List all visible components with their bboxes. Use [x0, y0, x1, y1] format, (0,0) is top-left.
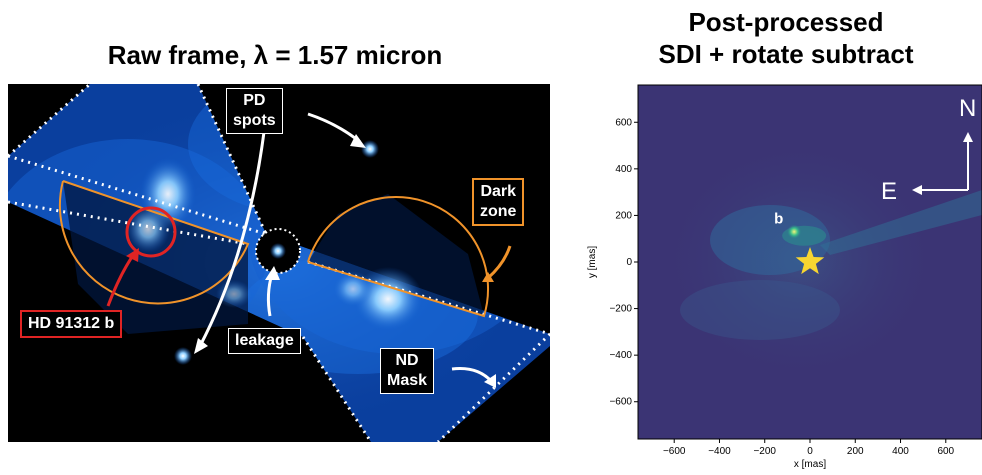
- leakage-spot: [270, 243, 286, 259]
- dark-zone-outline-left: [58, 180, 250, 305]
- y-tick-label: 0: [626, 257, 632, 268]
- left-panel-title: Raw frame, λ = 1.57 micron: [107, 40, 443, 70]
- pd-spot-upper: [361, 140, 379, 158]
- y-tick-label: 200: [615, 210, 632, 221]
- x-tick-label: 0: [807, 446, 813, 457]
- raw-frame-image: [8, 84, 550, 442]
- companion-label: b: [774, 211, 783, 228]
- right-title-line-1: Post-processed: [688, 7, 884, 37]
- y-tick-label: −200: [609, 304, 632, 315]
- x-tick-label: −600: [663, 446, 686, 457]
- star-marker: [795, 247, 825, 275]
- label-dark-zone-line1: Dark: [480, 183, 517, 200]
- diffraction-streak: [820, 190, 982, 255]
- pd-arrow-long: [198, 131, 266, 347]
- dark-zone-arrow: [487, 245, 512, 280]
- label-pd-spots-line2: spots: [233, 112, 276, 129]
- label-companion: HD 91312 b: [20, 310, 123, 338]
- y-tick-label: −400: [609, 350, 632, 361]
- x-tick-label: 200: [847, 446, 864, 457]
- x-tick-label: −400: [708, 446, 731, 457]
- dark-zone-left: [63, 181, 248, 334]
- compass-north-label: N: [959, 95, 976, 122]
- pd-spot-lower: [174, 347, 192, 365]
- y-axis-label: y [mas]: [587, 246, 598, 278]
- y-tick-label: 400: [615, 164, 632, 175]
- companion-point: [787, 224, 802, 239]
- compass: [918, 138, 969, 191]
- x-tick-label: 600: [937, 446, 954, 457]
- label-nd-mask-line2: Mask: [387, 372, 428, 389]
- label-pd-spots: PD spots: [226, 88, 283, 134]
- x-tick-label: 400: [892, 446, 909, 457]
- label-nd-mask: ND Mask: [380, 348, 435, 394]
- x-axis-label: x [mas]: [794, 459, 826, 470]
- right-panel-title: Post-processed SDI + rotate subtract: [590, 6, 982, 70]
- post-processed-plot: b −600 −400 −200 0 200 400 600 −600 −400 −200 0 200…: [587, 84, 982, 470]
- right-title-line-2: SDI + rotate subtract: [658, 39, 914, 69]
- label-leakage: leakage: [228, 328, 301, 354]
- companion-circle: [125, 206, 177, 258]
- y-tick-label: 600: [615, 117, 632, 128]
- x-tick-label: −200: [753, 446, 776, 457]
- label-dark-zone-line2: zone: [480, 203, 517, 220]
- label-nd-mask-line1: ND: [395, 352, 419, 369]
- label-pd-spots-line1: PD: [243, 92, 266, 109]
- dark-zone-right: [308, 194, 484, 316]
- compass-east-label: E: [881, 178, 897, 205]
- y-tick-label: −600: [609, 397, 632, 408]
- label-dark-zone: Dark zone: [472, 178, 525, 226]
